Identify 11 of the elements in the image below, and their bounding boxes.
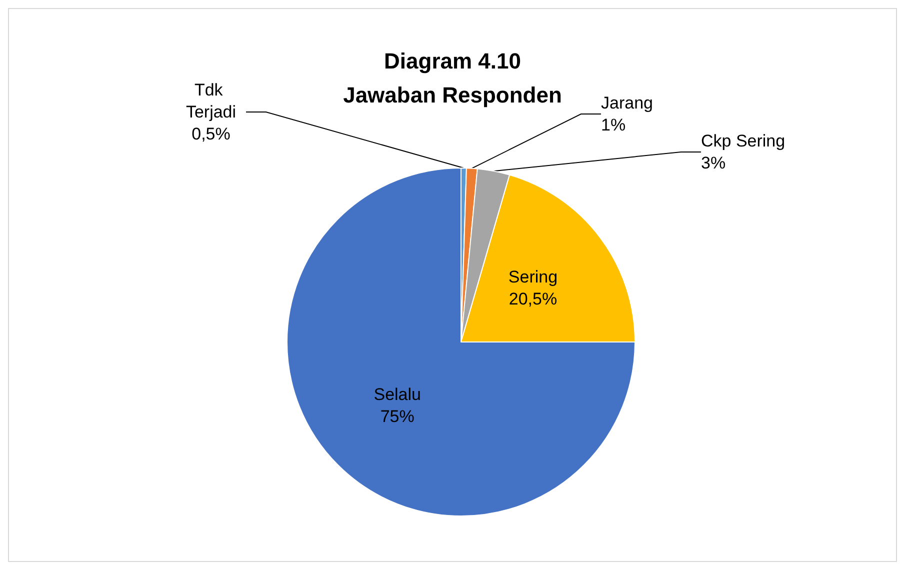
data-label: 75% — [380, 407, 414, 426]
chart-title: Diagram 4.10 Jawaban Responden — [343, 48, 562, 108]
data-label: 3% — [701, 154, 726, 172]
slice-label: Sering — [508, 267, 558, 286]
data-label: 20,5% — [508, 289, 558, 308]
slice-label: Tdk Terjadi — [186, 80, 236, 122]
data-label: 1% — [601, 116, 626, 134]
slice-label: Ckp Sering — [701, 132, 786, 150]
data-label: 0,5% — [192, 124, 230, 144]
slice-label: Jarang — [601, 94, 653, 112]
slice-label: Selalu — [374, 385, 421, 404]
